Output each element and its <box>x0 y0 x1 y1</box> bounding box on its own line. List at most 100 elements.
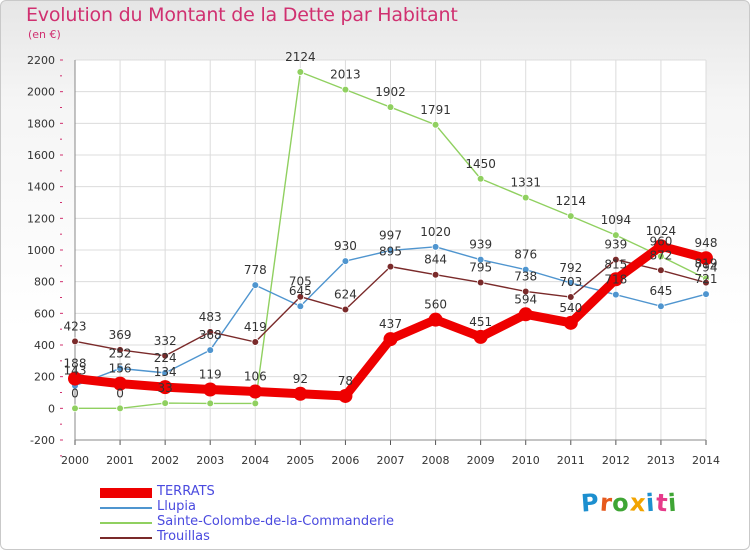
data-label: 705 <box>289 275 312 289</box>
x-tick-label: 2000 <box>61 454 89 467</box>
data-point-sainte-colombe-de-la-commanderie <box>521 193 530 202</box>
x-tick-label: 2002 <box>151 454 179 467</box>
data-label: 1214 <box>556 194 587 208</box>
data-point-sainte-colombe-de-la-commanderie <box>566 212 575 220</box>
data-point-terrats <box>608 272 623 287</box>
data-point-trouillas <box>612 255 620 264</box>
data-label: 738 <box>514 269 537 283</box>
data-label: 703 <box>559 275 582 289</box>
data-label: 815 <box>604 257 627 271</box>
x-tick-label: 2013 <box>647 454 675 467</box>
data-point-trouillas <box>476 278 485 287</box>
data-point-sainte-colombe-de-la-commanderie <box>206 399 215 408</box>
data-label: 997 <box>379 228 402 242</box>
data-label: 948 <box>695 236 718 250</box>
legend-label: Llupia <box>157 499 196 514</box>
data-point-sainte-colombe-de-la-commanderie <box>476 174 485 183</box>
x-tick-label: 2005 <box>286 454 314 467</box>
y-tick-label: 1200 <box>27 212 55 225</box>
data-point-trouillas <box>386 262 395 271</box>
data-label: 930 <box>334 239 357 253</box>
y-tick-label: 400 <box>34 339 55 352</box>
data-point-terrats <box>248 384 263 399</box>
data-point-llupia <box>476 255 485 264</box>
data-label: 718 <box>604 273 627 287</box>
data-label: 872 <box>649 248 672 262</box>
data-label: 939 <box>604 238 627 252</box>
data-point-trouillas <box>116 346 124 354</box>
data-label: 1024 <box>646 224 677 238</box>
unit-label: (en €) <box>28 28 61 41</box>
data-label: 895 <box>379 245 402 259</box>
data-label: 844 <box>424 253 447 267</box>
legend-label: Trouillas <box>157 529 210 544</box>
y-tick-label: 1800 <box>27 117 55 130</box>
legend-swatch <box>100 507 152 509</box>
data-point-sainte-colombe-de-la-commanderie <box>386 103 395 111</box>
y-tick-label: 200 <box>34 371 55 384</box>
data-point-llupia <box>521 265 530 274</box>
data-label: 939 <box>469 238 492 252</box>
data-label: 2124 <box>285 50 316 64</box>
x-tick-label: 2004 <box>241 454 269 467</box>
data-point-trouillas <box>657 266 665 275</box>
data-point-sainte-colombe-de-la-commanderie <box>161 399 169 407</box>
data-label: 437 <box>379 317 402 331</box>
chart-title: Evolution du Montant de la Dette par Hab… <box>26 4 458 26</box>
data-point-terrats <box>699 251 713 266</box>
data-label: 778 <box>244 263 267 277</box>
data-label: 0 <box>116 386 124 400</box>
y-tick-label: 0 <box>48 402 55 415</box>
data-label: 451 <box>469 315 492 329</box>
proxiti-logo: Proxiti <box>580 488 679 518</box>
data-label: 92 <box>293 372 308 386</box>
y-tick-label: 800 <box>34 276 55 289</box>
data-label: 540 <box>559 301 582 315</box>
y-tick-label: 1000 <box>27 244 55 257</box>
data-label: 252 <box>109 346 132 360</box>
data-point-terrats <box>473 329 488 344</box>
data-label: 119 <box>199 367 222 381</box>
data-label: 156 <box>109 362 132 376</box>
data-point-llupia <box>296 302 305 311</box>
data-label: 369 <box>109 328 132 342</box>
x-tick-label: 2007 <box>377 454 405 467</box>
data-point-llupia <box>657 302 665 311</box>
data-label: 368 <box>199 328 222 342</box>
legend-swatch <box>100 488 152 498</box>
data-point-trouillas <box>431 270 440 279</box>
data-point-sainte-colombe-de-la-commanderie <box>296 68 305 76</box>
data-point-trouillas <box>521 287 530 296</box>
data-label: 1791 <box>420 103 451 117</box>
data-point-llupia <box>431 243 440 251</box>
data-label: 143 <box>64 364 87 378</box>
data-point-llupia <box>116 364 124 373</box>
data-point-sainte-colombe-de-la-commanderie <box>251 399 260 408</box>
data-label: 2013 <box>330 68 361 82</box>
data-point-sainte-colombe-de-la-commanderie <box>431 120 440 129</box>
y-tick-label: 600 <box>34 307 55 320</box>
data-label: 423 <box>64 319 87 333</box>
x-tick-label: 2012 <box>602 454 630 467</box>
data-point-trouillas <box>566 293 575 301</box>
y-tick-label: 1600 <box>27 149 55 162</box>
data-label: 1020 <box>420 225 451 239</box>
data-point-sainte-colombe-de-la-commanderie <box>612 231 620 239</box>
data-point-sainte-colombe-de-la-commanderie <box>71 404 79 413</box>
data-point-llupia <box>386 246 395 255</box>
data-label: 332 <box>154 334 177 348</box>
data-label: 795 <box>469 260 492 274</box>
data-point-llupia <box>251 281 260 289</box>
data-point-llupia <box>341 257 350 265</box>
data-point-terrats <box>653 239 668 254</box>
data-point-terrats <box>383 332 398 347</box>
data-label: 645 <box>289 284 312 298</box>
data-label: 419 <box>244 320 267 334</box>
x-tick-label: 2014 <box>692 454 720 467</box>
x-tick-label: 2011 <box>557 454 585 467</box>
data-label: 33 <box>158 381 173 395</box>
data-point-trouillas <box>71 337 79 346</box>
data-point-llupia <box>566 279 575 287</box>
data-point-trouillas <box>341 305 350 314</box>
